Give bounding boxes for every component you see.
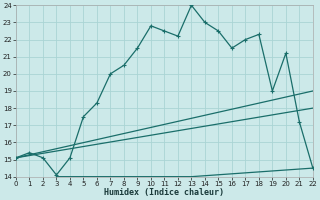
X-axis label: Humidex (Indice chaleur): Humidex (Indice chaleur) xyxy=(104,188,224,197)
